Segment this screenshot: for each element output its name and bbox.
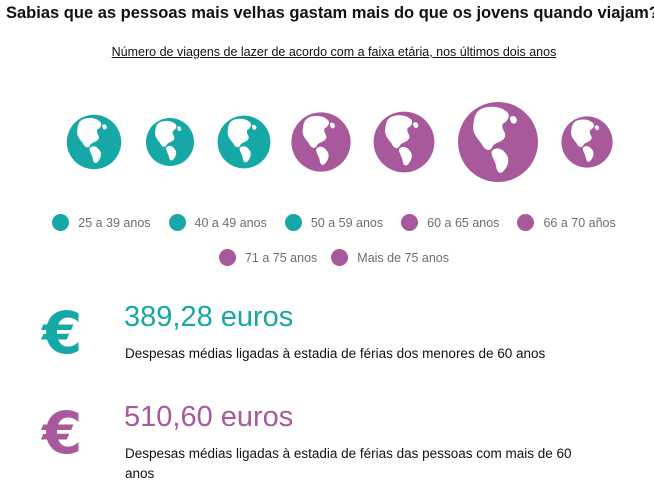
stat-under-60: € 389,28 euros Despesas médias ligadas à… (0, 298, 654, 388)
globes-chart (66, 102, 613, 182)
legend-row-2: 71 a 75 anos Mais de 75 anos (0, 249, 654, 266)
legend-label: Mais de 75 anos (357, 250, 450, 265)
stat-value: 510,60 euros (124, 401, 294, 433)
legend-item: 25 a 39 anos (52, 214, 151, 231)
euro-icon: € (42, 399, 83, 467)
legend-item: Mais de 75 anos (331, 249, 449, 266)
page-title: Sabias que as pessoas mais velhas gastam… (6, 4, 654, 22)
globe-icon (217, 115, 271, 169)
legend-label: 71 a 75 anos (244, 250, 318, 265)
euro-icon: € (42, 299, 83, 367)
globe-icon (373, 111, 435, 173)
legend-label: 50 a 59 anos (310, 215, 384, 230)
legend-dot-icon (284, 214, 302, 231)
stat-over-60: € 510,60 euros Despesas médias ligadas à… (0, 398, 654, 488)
legend-label: 25 a 39 anos (78, 215, 151, 230)
legend-item: 50 a 59 anos (284, 214, 384, 231)
legend-dot-icon (331, 249, 349, 266)
legend-dot-icon (401, 214, 419, 231)
globe-icon (66, 114, 122, 170)
legend-label: 66 a 70 años (543, 215, 616, 230)
legend-row-1: 25 a 39 anos 40 a 49 anos 50 a 59 anos 60 a… (0, 214, 654, 231)
stat-value: 389,28 euros (124, 301, 294, 333)
chart-subtitle: Número de viagens de lazer de acordo com… (111, 45, 557, 59)
globe-icon (291, 112, 351, 172)
globe-icon (146, 118, 194, 166)
legend-dot-icon (517, 214, 535, 231)
legend-dot-icon (218, 249, 236, 266)
legend-item: 71 a 75 anos (218, 249, 318, 266)
legend-dot-icon (52, 214, 70, 231)
legend-label: 40 a 49 anos (194, 215, 267, 230)
legend-item: 40 a 49 anos (168, 214, 267, 231)
legend-label: 60 a 65 anos (427, 215, 500, 230)
legend-dot-icon (168, 214, 186, 231)
globe-icon (561, 116, 613, 168)
stat-description: Despesas médias ligadas à estadia de fér… (125, 346, 546, 361)
legend-item: 60 a 65 anos (401, 214, 499, 231)
legend-item: 66 a 70 años (517, 214, 616, 231)
stat-description: Despesas médias ligadas à estadia de fér… (125, 446, 572, 481)
globe-icon (458, 102, 538, 182)
